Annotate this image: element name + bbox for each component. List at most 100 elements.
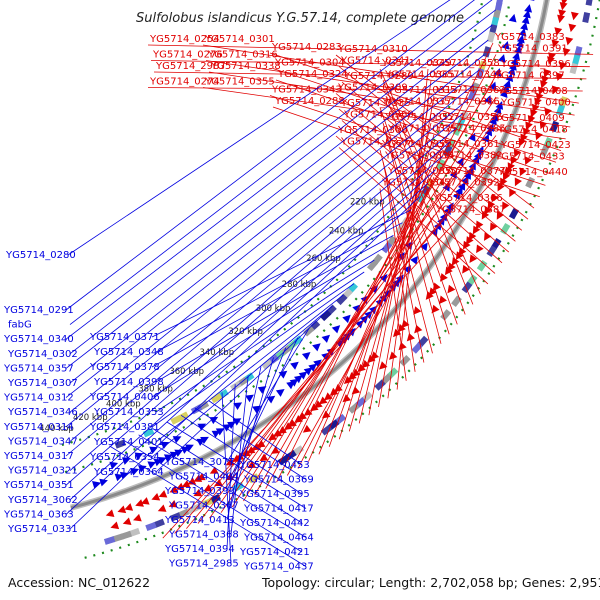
forward-gene-arrow (513, 148, 522, 158)
forward-label-leader (379, 107, 458, 325)
forward-gene-arrow (475, 220, 484, 230)
inner-feature-block (114, 439, 127, 449)
reverse-gene-arrow (529, 0, 535, 1)
forward-label-leader (385, 95, 466, 315)
reverse-label-leader (155, 294, 344, 443)
forward-gene-arrow (413, 306, 422, 315)
reverse-label-leader (221, 392, 232, 564)
forward-label-leader (202, 44, 579, 104)
forward-gene-arrow (444, 266, 453, 276)
forward-label-leader (269, 52, 562, 151)
forward-gene-arrow (117, 505, 127, 514)
inner-feature-block (467, 89, 477, 101)
map-rings (54, 0, 600, 560)
forward-gene-arrow (431, 304, 440, 314)
reverse-gene-label: YG5714_0442 (239, 518, 310, 529)
reverse-gene-label: YG5714_0371 (89, 332, 160, 343)
reverse-gene-label: YG5714_0347 (7, 436, 78, 447)
reverse-gene-arrow (149, 446, 158, 454)
forward-gene-arrow (168, 500, 178, 508)
reverse-gene-label: YG5714_0464 (243, 533, 314, 544)
reverse-label-leader (166, 421, 307, 509)
forward-gene-arrow (462, 264, 470, 274)
reverse-gene-label: YG5714_0280 (5, 250, 76, 261)
forward-gene-label: YG5714_0355 (204, 77, 275, 88)
reverse-gene-label: YG5714_0321 (7, 466, 78, 477)
reverse-gene-arrow (196, 438, 206, 446)
reverse-label-leader (67, 0, 451, 256)
forward-gene-arrow (551, 85, 560, 95)
reverse-label-leader (65, 39, 489, 369)
forward-label-leader (318, 176, 435, 455)
forward-gene-arrow (169, 485, 179, 493)
reverse-gene-label: YG5714_0331 (7, 524, 78, 535)
forward-gene-label: YG5714_0386 (429, 97, 500, 108)
forward-gene-arrow (209, 466, 219, 474)
forward-gene-arrow (455, 251, 464, 260)
forward-gene-arrow (135, 499, 144, 507)
outer-feature-block (103, 536, 116, 545)
forward-gene-arrow (370, 351, 380, 360)
reverse-gene-arrow (442, 182, 450, 192)
scale-tick-label: 260 kbp (306, 254, 341, 264)
forward-gene-arrow (318, 396, 328, 405)
reverse-gene-label: YG5714_0351 (3, 480, 74, 491)
outer-feature-block (440, 309, 452, 321)
reverse-gene-arrow (509, 62, 517, 71)
reverse-gene-arrow (298, 371, 308, 380)
forward-gene-label: YG5714_0362 (435, 85, 506, 96)
forward-gene-arrow (510, 155, 518, 165)
reverse-gene-arrow (379, 274, 388, 283)
forward-label-leader (220, 108, 500, 513)
reverse-gene-arrow (360, 315, 369, 324)
forward-gene-arrow (496, 210, 505, 220)
reverse-label-leader (155, 316, 322, 473)
forward-gene-arrow (193, 474, 203, 482)
reverse-label-leader (69, 196, 420, 530)
forward-label-leader (205, 60, 575, 116)
inner-feature-block (475, 67, 485, 80)
reverse-gene-arrow (185, 444, 194, 452)
forward-gene-arrow (110, 521, 120, 530)
forward-gene-arrow (555, 72, 564, 82)
forward-gene-arrow (351, 368, 361, 377)
reverse-gene-arrow (121, 457, 131, 465)
reverse-gene-label: YG5714_0317 (3, 451, 74, 462)
forward-label-leader (202, 87, 566, 140)
reverse-gene-arrow (197, 423, 207, 431)
forward-gene-label: YG5714_0418 (497, 125, 568, 136)
reverse-gene-label: YG5714_2985 (168, 559, 239, 570)
reverse-gene-arrow (518, 27, 527, 37)
reverse-gene-label: YG5714_0346 (7, 407, 78, 418)
inner-feature-block (261, 359, 274, 370)
reverse-gene-arrow (410, 255, 419, 265)
forward-gene-arrow (525, 121, 533, 131)
reverse-label-leader (69, 0, 493, 325)
forward-gene-arrow (530, 108, 538, 118)
forward-gene-label: YG5714_0309 (337, 83, 408, 94)
genome-summary-text: Topology: circular; Length: 2,702,058 bp… (261, 575, 600, 590)
reverse-gene-label: YG5714_0413 (164, 515, 235, 526)
forward-gene-label: YG5714_0391 (497, 44, 568, 55)
reverse-label-leader (69, 113, 463, 442)
reverse-gene-arrow (200, 436, 209, 445)
reverse-gene-arrow (312, 343, 321, 352)
forward-gene-arrow (157, 504, 167, 512)
forward-gene-label: YG5714_0440 (497, 167, 568, 178)
reverse-gene-arrow (489, 116, 497, 126)
reverse-gene-arrow (290, 361, 299, 370)
reverse-gene-arrow (471, 155, 480, 164)
gc-content-ring (61, 0, 512, 474)
forward-gene-label: YG5714_0276 (152, 50, 223, 61)
forward-label-leader (297, 203, 432, 469)
reverse-gene-label: YG5714_0367 (168, 501, 239, 512)
reverse-label-leader (65, 9, 497, 340)
forward-gene-arrow (151, 493, 161, 501)
reverse-gene-arrow (134, 452, 144, 460)
reverse-gene-label: YG5714_0369 (243, 475, 314, 486)
forward-gene-arrow (122, 517, 132, 526)
reverse-label-leader (69, 141, 450, 471)
forward-label-leader (147, 87, 583, 92)
reverse-gene-arrow (215, 428, 225, 436)
forward-label-leader (231, 96, 497, 508)
